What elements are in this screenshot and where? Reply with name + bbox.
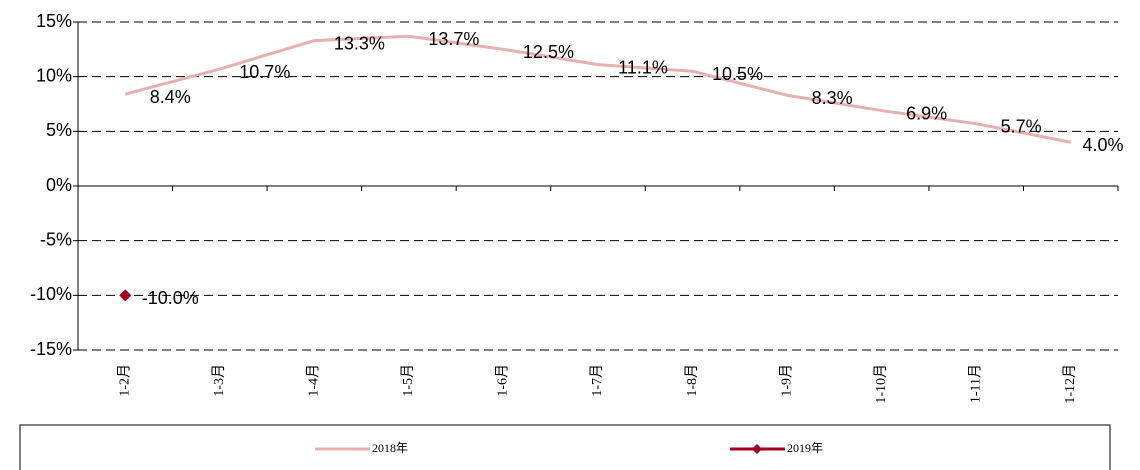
data-label: 4.0% <box>1082 135 1123 155</box>
x-tick-label: 1-2月 <box>116 364 132 397</box>
x-tick-label: 1-6月 <box>495 364 511 397</box>
x-tick-label: 1-11月 <box>967 364 983 403</box>
data-label: 5.7% <box>1001 116 1042 136</box>
x-tick-label: 1-4月 <box>306 364 322 397</box>
legend-label: 2018年 <box>372 441 408 455</box>
x-tick-label: 1-12月 <box>1062 364 1078 404</box>
y-tick-label: 5% <box>46 120 72 140</box>
legend-label: 2019年 <box>787 441 823 455</box>
y-tick-label: -15% <box>30 339 72 359</box>
y-tick-label: 0% <box>46 175 72 195</box>
x-tick-label: 1-5月 <box>400 364 416 397</box>
data-label: -10.0% <box>142 288 199 308</box>
data-label: 6.9% <box>906 103 947 123</box>
data-label: 10.5% <box>712 64 763 84</box>
data-label: 12.5% <box>523 42 574 62</box>
x-tick-label: 1-7月 <box>589 364 605 397</box>
x-tick-label: 1-9月 <box>778 364 794 397</box>
y-tick-label: -10% <box>30 284 72 304</box>
data-label: 11.1% <box>618 57 668 77</box>
y-tick-label: 10% <box>36 65 72 85</box>
data-label: 8.3% <box>812 88 853 108</box>
legend-box <box>19 424 1111 470</box>
data-label: 8.4% <box>150 87 191 107</box>
x-tick-label: 1-8月 <box>684 364 700 397</box>
series-line <box>124 34 1072 144</box>
y-tick-label: -5% <box>40 229 72 249</box>
x-tick-label: 1-10月 <box>873 364 889 404</box>
point-marker <box>119 289 132 302</box>
data-label: 13.7% <box>428 29 479 49</box>
x-tick-label: 1-3月 <box>211 364 227 397</box>
y-tick-label: 15% <box>36 11 72 31</box>
data-label: 10.7% <box>239 62 290 82</box>
legend-marker <box>752 444 762 454</box>
data-label: 13.3% <box>334 33 385 53</box>
